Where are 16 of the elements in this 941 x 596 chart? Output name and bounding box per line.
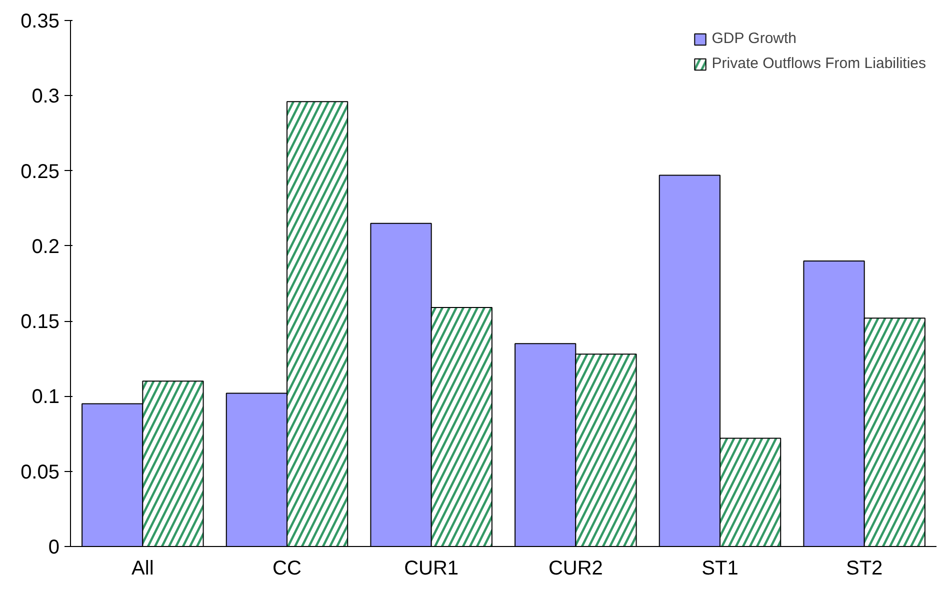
legend-label: GDP Growth [712, 30, 797, 47]
x-tick-label: ST1 [702, 558, 738, 580]
y-tick-label: 0.05 [20, 461, 60, 484]
y-tick-label: 0.3 [32, 86, 60, 108]
y-tick-label: 0.25 [20, 160, 60, 183]
x-tick-label: CC [272, 558, 302, 580]
y-tick-label: 0.35 [20, 10, 60, 32]
y-tick-label: 0 [48, 536, 60, 558]
y-tick-label: 0.2 [32, 236, 60, 258]
x-tick-label: CUR2 [548, 558, 603, 580]
legend-label: Private Outflows From Liabilities [712, 55, 926, 72]
x-tick-label: All [132, 558, 154, 580]
x-tick-label: CUR1 [404, 558, 459, 580]
y-tick-label: 0.15 [20, 311, 60, 334]
y-tick-label: 0.1 [32, 386, 60, 408]
x-tick-label: ST2 [846, 558, 883, 580]
